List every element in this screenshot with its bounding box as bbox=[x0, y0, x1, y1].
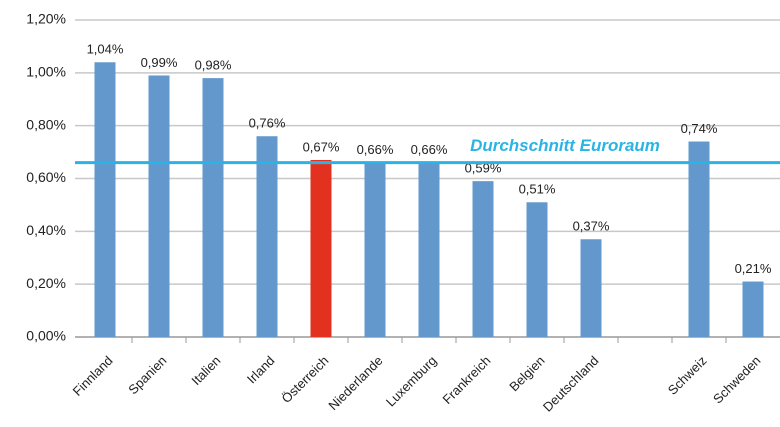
x-tick-label: Deutschland bbox=[540, 353, 602, 415]
x-tick-label: Spanien bbox=[125, 353, 169, 397]
value-label: 0,67% bbox=[303, 139, 340, 154]
bar bbox=[688, 141, 710, 337]
y-tick-label: 1,00% bbox=[26, 64, 66, 80]
y-tick-label: 0,60% bbox=[26, 169, 66, 185]
bar bbox=[148, 75, 170, 337]
bar bbox=[364, 162, 386, 337]
y-tick-label: 0,00% bbox=[26, 328, 66, 344]
x-tick-label: Frankreich bbox=[440, 353, 494, 407]
y-tick-label: 1,20% bbox=[26, 11, 66, 27]
x-tick-label: Schweiz bbox=[665, 353, 710, 398]
bar bbox=[310, 160, 332, 337]
bar bbox=[202, 78, 224, 337]
y-tick-label: 0,40% bbox=[26, 222, 66, 238]
x-tick-label: Italien bbox=[188, 353, 223, 388]
value-label: 0,98% bbox=[195, 58, 232, 73]
bar bbox=[256, 136, 278, 337]
x-tick-label: Finnland bbox=[70, 353, 116, 399]
x-tick-label: Belgien bbox=[506, 353, 547, 394]
value-label: 0,21% bbox=[735, 261, 772, 276]
value-label: 0,59% bbox=[465, 161, 502, 176]
x-tick-label: Luxemburg bbox=[383, 353, 440, 410]
bar bbox=[94, 62, 116, 338]
value-label: 0,37% bbox=[573, 219, 610, 234]
value-label: 0,51% bbox=[519, 182, 556, 197]
bar bbox=[526, 202, 548, 337]
x-tick-label: Irland bbox=[244, 353, 278, 387]
value-label: 0,66% bbox=[357, 142, 394, 157]
value-label: 0,74% bbox=[681, 121, 718, 136]
reference-label: Durchschnitt Euroraum bbox=[470, 136, 660, 155]
value-label: 0,66% bbox=[411, 142, 448, 157]
value-label: 0,99% bbox=[141, 55, 178, 70]
x-tick-label: Österreich bbox=[279, 353, 332, 406]
bar bbox=[472, 181, 494, 337]
y-tick-label: 0,20% bbox=[26, 275, 66, 291]
bar bbox=[580, 239, 602, 337]
bar bbox=[418, 162, 440, 337]
bar bbox=[742, 281, 764, 337]
y-tick-label: 0,80% bbox=[26, 116, 66, 132]
x-tick-label: Schweden bbox=[710, 353, 764, 407]
x-tick-label: Niederlande bbox=[325, 353, 385, 413]
value-label: 1,04% bbox=[87, 42, 124, 57]
value-label: 0,76% bbox=[249, 116, 286, 131]
